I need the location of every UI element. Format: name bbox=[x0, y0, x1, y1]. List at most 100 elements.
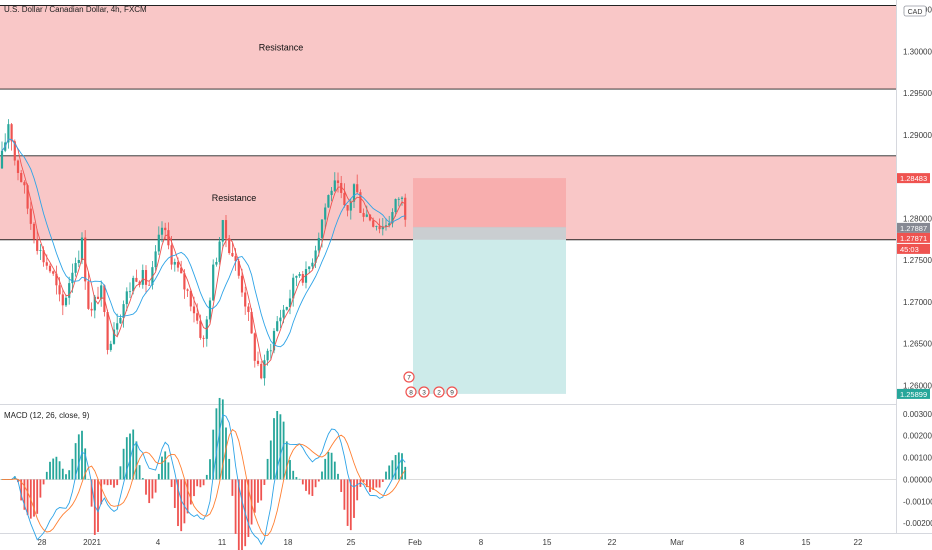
candle-body bbox=[106, 312, 109, 350]
macd-histogram-bar bbox=[311, 479, 314, 496]
macd-histogram-bar bbox=[317, 479, 320, 482]
time-tick-label: 15 bbox=[543, 538, 552, 547]
macd-histogram-bar bbox=[279, 414, 282, 480]
currency-badge-text: CAD bbox=[908, 9, 923, 16]
event-badge[interactable]: 8 bbox=[405, 386, 417, 398]
candle-body bbox=[132, 277, 135, 292]
candle-body bbox=[314, 250, 317, 263]
resistance-zone[interactable] bbox=[0, 5, 896, 90]
currency-badge[interactable]: CAD bbox=[903, 5, 927, 17]
candle-body bbox=[253, 333, 256, 361]
candle-body bbox=[368, 214, 372, 221]
macd-histogram-bar bbox=[193, 479, 195, 497]
candle-body bbox=[7, 124, 10, 143]
macd-histogram-bar bbox=[55, 456, 58, 480]
macd-histogram-bar bbox=[132, 429, 135, 480]
macd-tick-label: 0.00200 bbox=[903, 432, 932, 441]
candle-body bbox=[340, 182, 343, 193]
entry-band[interactable] bbox=[413, 226, 566, 240]
time-tick-label: 8 bbox=[740, 538, 745, 547]
candle-body bbox=[400, 197, 404, 199]
candle-body bbox=[192, 306, 196, 314]
macd-histogram-bar bbox=[135, 441, 138, 480]
price-tag-bg bbox=[897, 388, 930, 399]
macd-histogram-bar bbox=[113, 479, 115, 488]
macd-histogram-bar bbox=[247, 479, 250, 537]
macd-histogram-bar bbox=[116, 479, 119, 486]
candle-body bbox=[343, 192, 346, 206]
price-tag[interactable]: 1.27871 bbox=[897, 232, 930, 243]
candle-body bbox=[336, 180, 340, 183]
macd-histogram-bar bbox=[205, 474, 208, 480]
price-tag[interactable]: 1.27887 bbox=[897, 222, 930, 233]
candle-body bbox=[176, 262, 180, 268]
macd-histogram-bar bbox=[378, 479, 381, 488]
macd-histogram-bar bbox=[253, 479, 256, 513]
event-badge-circle bbox=[418, 386, 430, 398]
macd-label: MACD (12, 26, close, 9) bbox=[4, 411, 90, 420]
macd-histogram-bar bbox=[189, 479, 192, 505]
candle-body bbox=[167, 230, 170, 246]
macd-histogram-bar bbox=[183, 479, 186, 524]
macd-histogram-bar bbox=[225, 427, 227, 480]
stop-loss-zone[interactable] bbox=[413, 178, 566, 228]
candle-body bbox=[58, 285, 61, 295]
macd-histogram-bar bbox=[324, 458, 327, 480]
macd-histogram-bar bbox=[340, 479, 343, 493]
event-badge-count: 7 bbox=[407, 375, 411, 382]
candle-body bbox=[125, 291, 128, 305]
candle-body bbox=[218, 241, 221, 262]
candle-body bbox=[327, 195, 330, 208]
price-tag[interactable]: 1.25899 bbox=[897, 388, 930, 399]
candle-body bbox=[266, 350, 269, 361]
candle-body bbox=[349, 201, 352, 211]
candle-body bbox=[359, 192, 362, 213]
price-tag[interactable]: 1.28483 bbox=[897, 173, 930, 184]
price-tick-label: 1.30000 bbox=[903, 47, 932, 56]
macd-histogram-bar bbox=[237, 479, 240, 550]
macd-histogram-bar bbox=[397, 452, 400, 480]
macd-histogram-bar bbox=[394, 455, 397, 480]
macd-histogram-bar bbox=[154, 479, 157, 493]
macd-histogram-bar bbox=[404, 466, 407, 480]
event-badge[interactable]: 2 bbox=[433, 386, 445, 398]
event-badge[interactable]: 3 bbox=[418, 386, 430, 398]
event-badge[interactable]: 9 bbox=[446, 386, 458, 398]
candle-body bbox=[164, 227, 167, 231]
macd-histogram-bar bbox=[100, 479, 103, 505]
macd-histogram-bar bbox=[61, 468, 64, 480]
candle-body bbox=[170, 245, 173, 265]
price-tag-label: 1.25899 bbox=[900, 390, 927, 399]
time-tick-label: 11 bbox=[218, 538, 227, 547]
macd-histogram-bar bbox=[145, 479, 147, 495]
macd-histogram-bar bbox=[333, 461, 336, 480]
fast-moving-average-line bbox=[1, 138, 406, 367]
macd-histogram-bar bbox=[321, 471, 323, 480]
macd-signal-line bbox=[2, 428, 406, 537]
candle-body bbox=[52, 271, 55, 274]
macd-histogram-bar bbox=[327, 451, 330, 480]
candle-body bbox=[32, 223, 36, 240]
macd-histogram-bar bbox=[109, 479, 112, 485]
event-badge-circle bbox=[405, 386, 417, 398]
event-badge[interactable]: 7 bbox=[403, 371, 415, 383]
event-badge-count: 2 bbox=[437, 390, 441, 397]
candle-body bbox=[320, 219, 324, 238]
macd-pane[interactable] bbox=[0, 405, 896, 533]
macd-histogram-bar bbox=[84, 448, 87, 480]
price-tag[interactable]: 45:03 bbox=[897, 243, 930, 254]
macd-histogram-bar bbox=[26, 479, 29, 516]
candle-body bbox=[196, 313, 199, 321]
macd-histogram-bar bbox=[148, 479, 151, 504]
macd-histogram-bar bbox=[401, 453, 403, 480]
time-tick-label: 22 bbox=[608, 538, 617, 547]
macd-histogram-bar bbox=[157, 473, 160, 480]
macd-histogram-bar bbox=[180, 479, 183, 532]
price-tick-label: 1.29500 bbox=[903, 89, 932, 98]
take-profit-zone[interactable] bbox=[413, 227, 566, 394]
candle-body bbox=[87, 281, 90, 309]
price-tag-bg bbox=[897, 222, 930, 233]
time-tick-label: Feb bbox=[408, 538, 422, 547]
macd-histogram-bar bbox=[151, 479, 154, 499]
